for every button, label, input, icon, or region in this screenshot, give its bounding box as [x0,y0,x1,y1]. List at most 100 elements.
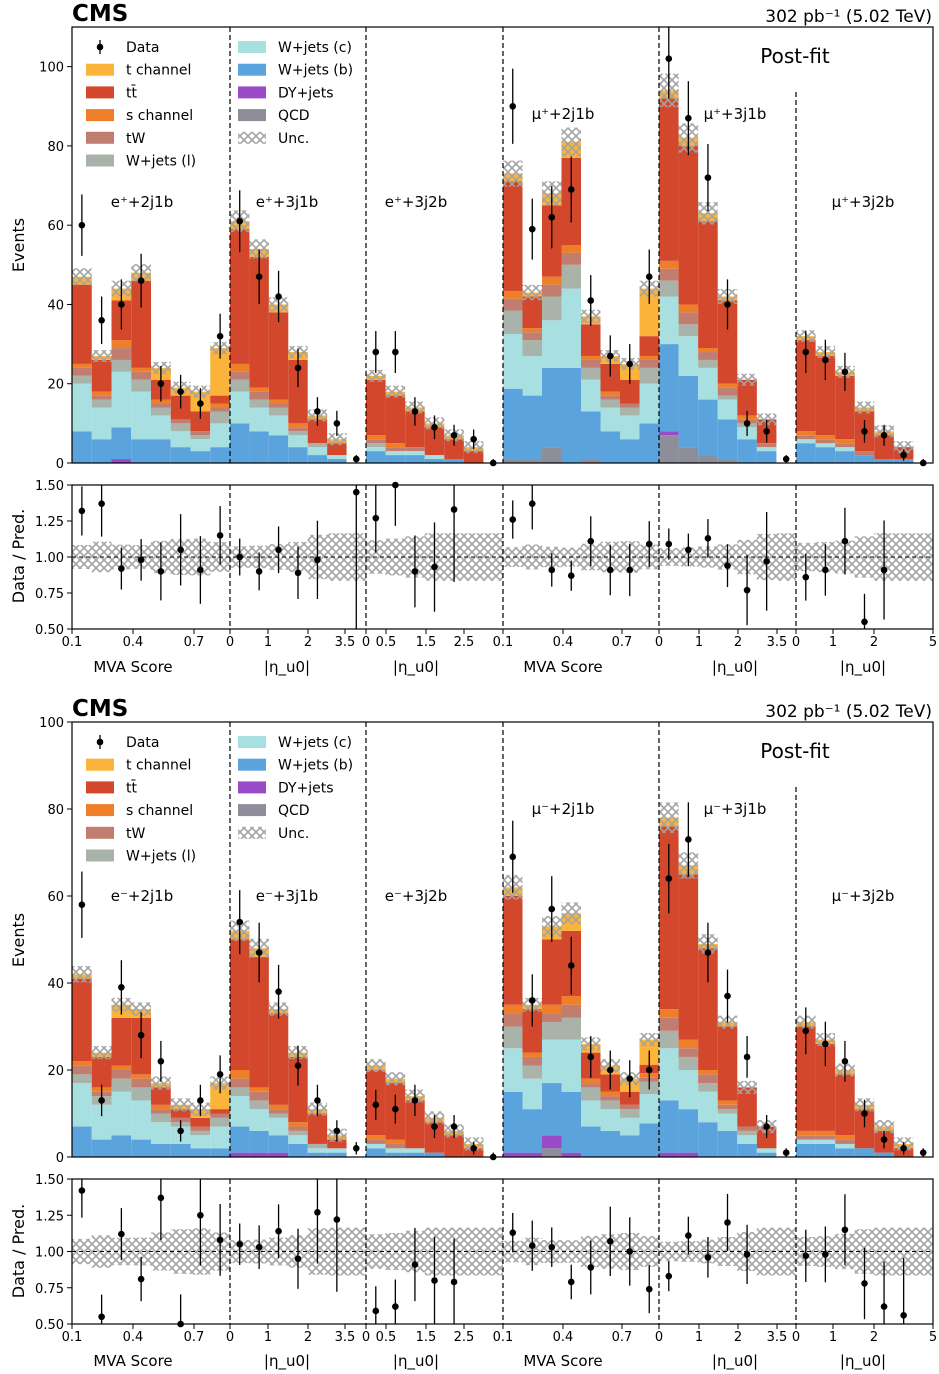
ratio-point [78,1187,86,1194]
lumi-label: 302 pb⁻¹ (5.02 TeV) [765,702,932,722]
channel-label: e⁺+3j2b [385,193,448,211]
cms-label: CMS [72,1,128,27]
y-tick-label: 100 [39,716,64,731]
bar-segment [91,1139,112,1157]
data-point [78,221,86,229]
bar-segment [639,383,659,424]
bar-segment [600,363,620,392]
bar-segment [111,427,132,460]
bar-segment [503,1004,523,1014]
ratio-band [893,533,914,581]
data-point [411,1097,419,1104]
bar-segment [522,1078,542,1110]
ratio-point [294,569,302,577]
bar-segment [600,399,620,408]
data-point [743,1053,751,1061]
bar-segment [72,363,92,368]
x-tick-label: 2 [870,1330,878,1345]
legend-label: Unc. [278,826,309,842]
bar-segment [542,284,562,297]
uncertainty-band [737,373,757,386]
legend-label: Data [126,40,159,56]
bar-segment [151,439,171,463]
bar-segment [659,1030,679,1049]
bar-segment [756,447,777,452]
x-tick-label: 1 [695,1330,703,1345]
data-point [137,1031,145,1039]
bar-segment [366,1143,386,1149]
ratio-band [346,1227,366,1276]
uncertainty-band [327,433,347,446]
bar-segment [600,431,620,463]
bar-segment [288,1056,308,1123]
x-tick-label: 2 [304,1330,312,1345]
data-point [352,1145,360,1152]
ratio-band [131,1237,151,1266]
bar-segment [385,447,406,452]
uncertainty-band [170,1098,191,1112]
bar-segment [230,379,250,392]
bar-segment [230,1087,250,1097]
ratio-point [450,506,458,513]
bar-segment [366,1148,386,1157]
bar-segment [542,939,562,1005]
bar-segment [288,1135,308,1144]
bar-segment [639,336,659,356]
ratio-point [743,586,751,594]
y-tick-label: 60 [47,890,64,905]
x-tick-label: 2.5 [454,635,475,650]
data-point [841,1058,849,1065]
bar-segment [542,1148,562,1157]
x-axis-label: |η_u0| [840,658,886,677]
x-tick-label: 1.5 [416,1330,437,1345]
data-point [333,420,341,427]
uncertainty-band [639,1033,659,1047]
legend-swatch [86,804,114,817]
postfit-label: Post-fit [760,739,830,763]
legend-swatch [238,781,266,794]
bar-segment [327,455,347,460]
legend-label: W+jets (c) [278,40,352,56]
y-tick-label: 100 [39,61,64,76]
x-tick-label: 3.5 [335,635,356,650]
ratio-points [78,1179,907,1328]
bar-segment [503,310,523,334]
bar-segment [210,395,230,404]
bar-segment [717,1109,738,1114]
bar-segment [503,298,523,311]
bar-segment [678,1152,699,1157]
y-tick-label: 80 [47,140,64,155]
bar-segment [503,1152,523,1157]
bar-segment [600,1130,620,1157]
bar-segment [698,1122,718,1157]
ratio-point [137,556,145,564]
bar-segment [620,415,640,440]
legend-label: t channel [126,63,191,79]
bar-segment [190,1117,211,1127]
x-axis-label: MVA Score [523,1352,602,1370]
ratio-point [509,516,517,523]
bar-segment [230,371,250,380]
data-point [528,997,536,1004]
bar-segment [678,1056,699,1070]
bar-segment [307,1143,328,1149]
ratio-point [587,1264,595,1271]
data-point [548,213,556,221]
bar-segment [659,435,679,463]
bar-segment [249,431,269,463]
bar-segment [385,395,406,444]
uncertainty-band [366,369,386,382]
data-point [98,317,105,324]
bar-segment [111,459,132,463]
x-tick-label: 3.5 [767,635,788,650]
bar-segment [307,455,328,463]
bar-segment [561,1091,581,1153]
legend: Data t channel tt̄ s channel tW W+jets (l) W+j… [86,40,353,170]
bar-segment [249,1152,269,1157]
legend-label: Unc. [278,131,309,147]
legend-label: W+jets (b) [278,63,353,79]
bar-segment [737,1135,757,1144]
bar-segment [717,383,738,388]
x-tick-label: 1 [829,635,837,650]
ratio-point [372,514,380,522]
